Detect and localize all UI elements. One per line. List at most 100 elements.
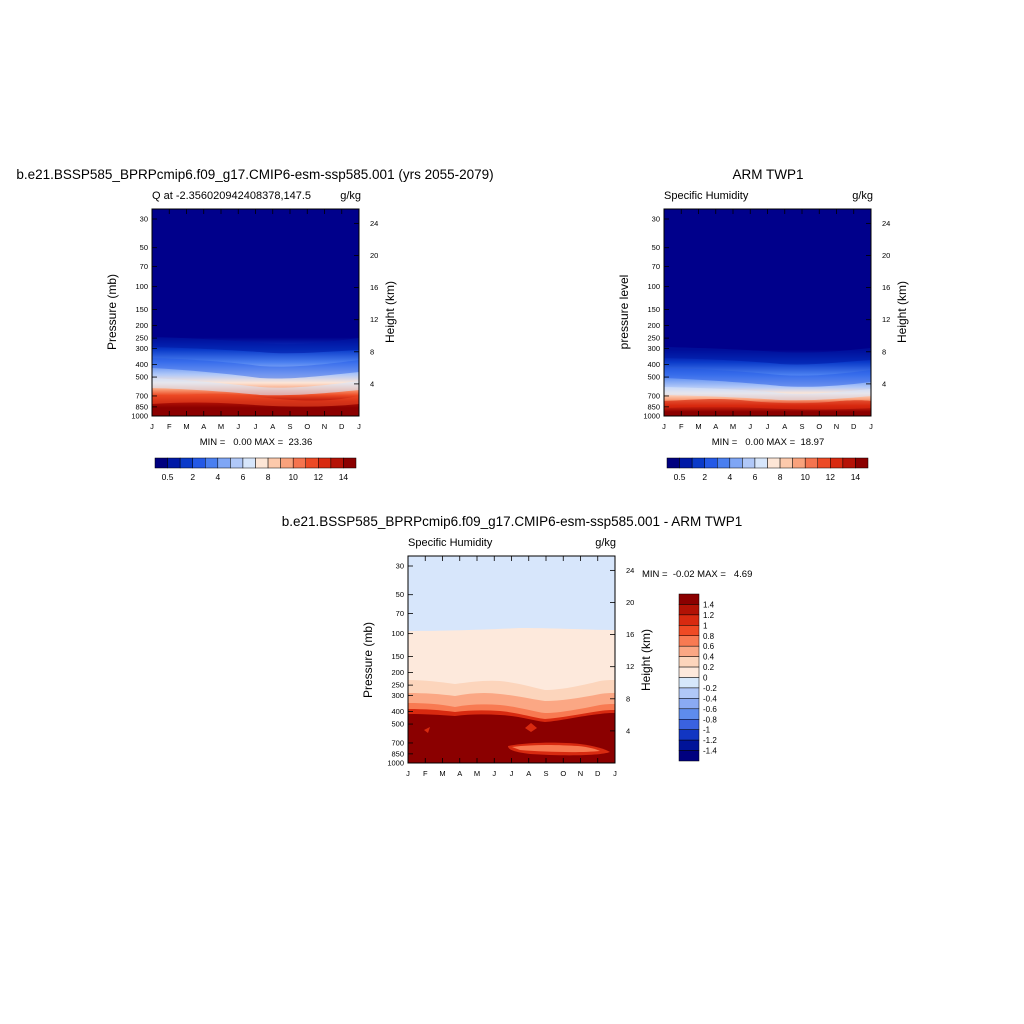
x-tick-label: J — [254, 422, 258, 431]
x-tick-label: J — [236, 422, 240, 431]
panel-observation: ARM TWP1 Specific Humidity g/kg J F M A M J J A… — [617, 167, 909, 482]
x-tick-label: M — [730, 422, 736, 431]
y-tick-label: 700 — [135, 391, 148, 400]
colorbar-label: 1.2 — [703, 611, 715, 620]
colorbar-swatch — [704, 457, 718, 469]
colorbar-swatch — [779, 457, 793, 469]
y-tick-label: 300 — [391, 691, 404, 700]
y2-tick-label: 8 — [626, 694, 630, 703]
panel2-colorbar — [666, 457, 869, 469]
colorbar-swatch — [855, 457, 869, 469]
panel1-ylabel-right: Height (km) — [383, 281, 397, 343]
y-tick-label: 150 — [647, 305, 660, 314]
colorbar-swatch — [754, 457, 768, 469]
panel1-subtitle-left: Q at -2.356020942408378,147.5 — [152, 190, 311, 202]
colorbar-label: 0 — [703, 674, 708, 683]
colorbar-swatch — [678, 604, 700, 616]
panel2-minmax: MIN = 0.00 MAX = 18.97 — [712, 437, 824, 448]
colorbar-swatch — [678, 593, 700, 605]
y-tick-label: 200 — [391, 668, 404, 677]
x-tick-label: A — [270, 422, 275, 431]
panel3-subtitle-right: g/kg — [595, 537, 616, 549]
colorbar-swatch — [242, 457, 256, 469]
colorbar-swatch — [192, 457, 206, 469]
y-tick-label: 700 — [647, 391, 660, 400]
y-tick-label: 70 — [396, 609, 404, 618]
colorbar-swatch — [817, 457, 831, 469]
colorbar-swatch — [679, 457, 693, 469]
y2-tick-label: 16 — [626, 630, 634, 639]
x-tick-label: M — [695, 422, 701, 431]
panel3-field-blob-2 — [512, 745, 600, 753]
panel3-y2-axis: 24 20 16 12 8 4 — [610, 566, 634, 735]
y2-tick-label: 24 — [626, 566, 634, 575]
panel2-ylabel: pressure level — [617, 275, 631, 350]
x-tick-label: J — [510, 769, 514, 778]
x-tick-label: N — [578, 769, 583, 778]
x-tick-label: A — [713, 422, 718, 431]
y-tick-label: 100 — [647, 282, 660, 291]
y2-tick-label: 16 — [370, 283, 378, 292]
colorbar-swatch — [330, 457, 344, 469]
colorbar-swatch — [205, 457, 219, 469]
colorbar-swatch — [678, 614, 700, 626]
x-tick-label: N — [322, 422, 327, 431]
colorbar-label: 8 — [266, 472, 271, 482]
x-tick-label: F — [167, 422, 172, 431]
y2-tick-label: 8 — [370, 347, 374, 356]
y-tick-label: 400 — [391, 707, 404, 716]
panel2-ylabel-right: Height (km) — [895, 281, 909, 343]
x-tick-label: S — [799, 422, 804, 431]
colorbar-swatch — [678, 666, 700, 678]
y2-tick-label: 24 — [882, 219, 890, 228]
x-tick-label: O — [816, 422, 822, 431]
colorbar-swatch — [305, 457, 319, 469]
panel3-field-darkred — [408, 713, 615, 763]
y-tick-label: 500 — [391, 720, 404, 729]
y2-tick-label: 20 — [370, 251, 378, 260]
colorbar-swatch — [230, 457, 244, 469]
colorbar-swatch — [678, 719, 700, 730]
y-tick-label: 200 — [135, 321, 148, 330]
y-tick-label: 50 — [396, 590, 404, 599]
panel1-contour-2 — [152, 358, 359, 379]
panel2-title: ARM TWP1 — [732, 167, 803, 182]
x-tick-label: J — [357, 422, 361, 431]
x-tick-label: M — [218, 422, 224, 431]
y-tick-label: 300 — [135, 344, 148, 353]
y-tick-label: 1000 — [387, 759, 404, 768]
y2-tick-label: 12 — [370, 315, 378, 324]
x-tick-label: J — [406, 769, 410, 778]
panel2-contour-1 — [664, 347, 871, 365]
colorbar-label: 12 — [826, 472, 836, 482]
colorbar-label: 6 — [241, 472, 246, 482]
panel-model: b.e21.BSSP585_BPRPcmip6.f09_g17.CMIP6-es… — [16, 167, 493, 482]
colorbar-swatch — [678, 698, 700, 710]
panel1-contour-3 — [152, 378, 359, 396]
y-tick-label: 30 — [652, 215, 660, 224]
y-tick-label: 100 — [391, 629, 404, 638]
colorbar-swatch — [179, 457, 193, 469]
x-tick-label: M — [439, 769, 445, 778]
x-tick-label: D — [851, 422, 857, 431]
panel3-field-upper — [408, 556, 615, 631]
y-tick-label: 30 — [140, 215, 148, 224]
panel2-y2-axis: 24 20 16 12 8 4 — [866, 219, 890, 388]
colorbar-label: -1 — [703, 726, 711, 735]
y2-tick-label: 12 — [626, 662, 634, 671]
colorbar-label: -0.4 — [703, 694, 717, 703]
y-tick-label: 1000 — [643, 412, 660, 421]
panel2-contour-3 — [664, 387, 871, 401]
x-tick-label: N — [834, 422, 839, 431]
colorbar-swatch — [666, 457, 680, 469]
y-tick-label: 500 — [647, 373, 660, 382]
y-tick-label: 200 — [647, 321, 660, 330]
panel3-ylabel: Pressure (mb) — [361, 622, 375, 698]
colorbar-swatch — [678, 687, 700, 699]
colorbar-swatch — [717, 457, 731, 469]
panel3-minmax: MIN = -0.02 MAX = 4.69 — [642, 569, 752, 580]
panel3-title: b.e21.BSSP585_BPRPcmip6.f09_g17.CMIP6-es… — [282, 514, 742, 529]
